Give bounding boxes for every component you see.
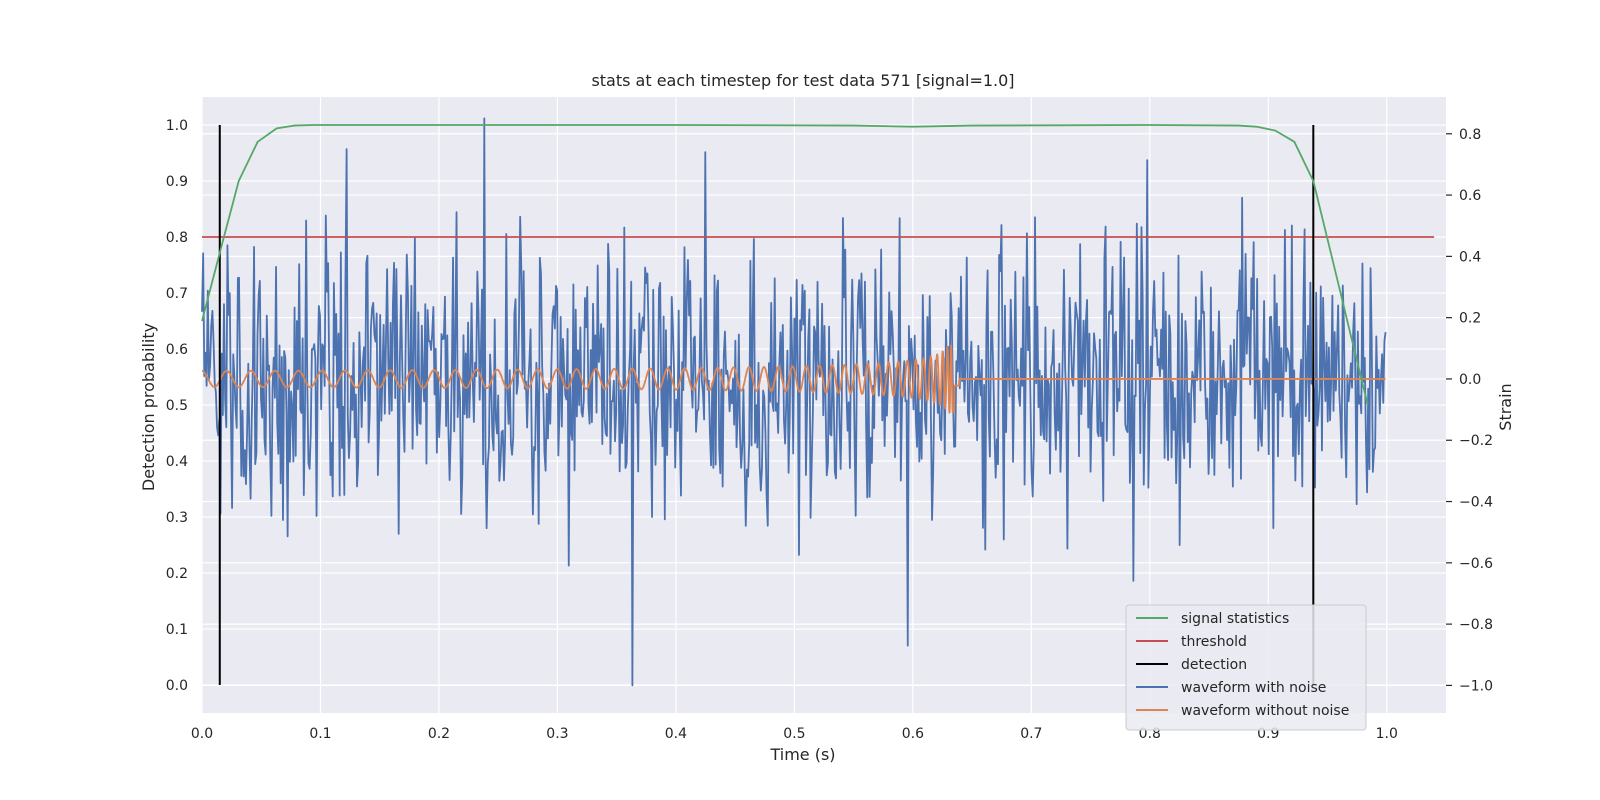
y2-tick-label: 0.6 — [1459, 188, 1481, 204]
x-tick-label: 1.0 — [1376, 726, 1398, 742]
y-tick-label: 1.0 — [166, 118, 188, 134]
y2-tick-label: 0.8 — [1459, 127, 1481, 143]
x-tick-label: 0.3 — [546, 726, 568, 742]
y2-tick-label: −1.0 — [1459, 678, 1493, 694]
y-tick-label: 0.6 — [166, 342, 188, 358]
legend-box — [1125, 604, 1367, 731]
y2-tick-label: −0.4 — [1459, 495, 1493, 511]
y-tick-label: 0.8 — [166, 230, 188, 246]
series-layer — [201, 117, 1435, 687]
y-tick-label: 0.9 — [166, 174, 188, 190]
y-tick-label: 0.7 — [166, 286, 188, 302]
y2-tick-label: 0.2 — [1459, 311, 1481, 327]
x-tick-label: 0.5 — [783, 726, 805, 742]
y-tick-label: 0.5 — [166, 398, 188, 414]
legend-entry: waveform with noise — [1181, 680, 1326, 696]
y-axis-label: Detection probability — [139, 323, 158, 491]
chart-title: stats at each timestep for test data 571… — [591, 71, 1014, 90]
x-axis-label: Time (s) — [769, 745, 835, 764]
legend-entry: detection — [1181, 657, 1247, 673]
y2-axis-label: Strain — [1496, 383, 1515, 430]
y2-tick-label: −0.6 — [1459, 556, 1493, 572]
x-tick-label: 0.4 — [665, 726, 687, 742]
ticks: 0.0 0.1 0.2 0.3 0.4 0.5 0.6 0.7 0.8 0.9 1.0 0.0 0.1 0… — [166, 118, 1493, 742]
legend-entry: threshold — [1181, 634, 1247, 650]
y2-tick-label: 0.4 — [1459, 249, 1481, 265]
series-waveform-with-noise — [201, 117, 1387, 687]
legend-entry: signal statistics — [1181, 611, 1289, 627]
x-tick-label: 0.2 — [428, 726, 450, 742]
x-tick-label: 0.0 — [191, 726, 213, 742]
y2-tick-label: 0.0 — [1459, 372, 1481, 388]
series-waveform-without-noise — [201, 344, 1387, 414]
x-tick-label: 0.6 — [902, 726, 924, 742]
y-tick-label: 0.0 — [166, 678, 188, 694]
x-tick-label: 0.1 — [309, 726, 331, 742]
legend: signal statistics threshold detection wavef… — [1125, 604, 1367, 731]
y-tick-label: 0.3 — [166, 510, 188, 526]
x-tick-label: 0.7 — [1020, 726, 1042, 742]
y2-tick-label: −0.2 — [1459, 433, 1493, 449]
y-tick-label: 0.2 — [166, 566, 188, 582]
y-tick-label: 0.1 — [166, 622, 188, 638]
series-signal-statistics — [201, 124, 1369, 406]
y2-tick-label: −0.8 — [1459, 617, 1493, 633]
y-tick-label: 0.4 — [166, 454, 188, 470]
legend-entry: waveform without noise — [1181, 703, 1349, 719]
